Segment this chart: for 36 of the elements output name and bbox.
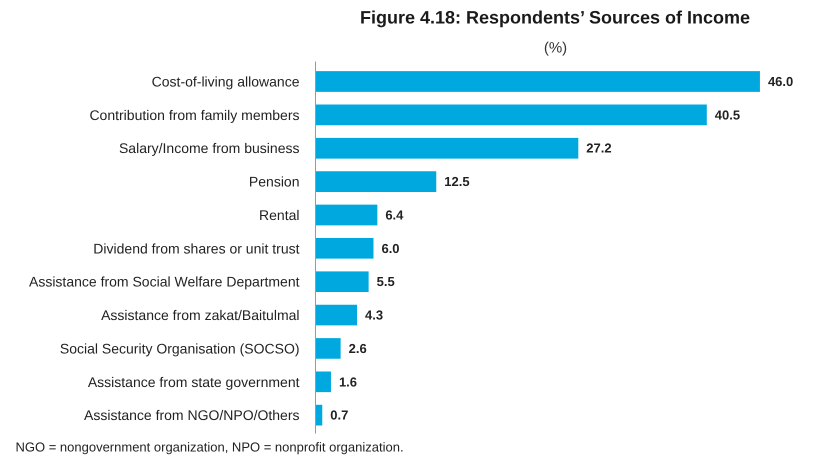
bar <box>316 104 707 126</box>
data-label: 1.6 <box>338 374 358 390</box>
data-label: 12.5 <box>444 174 470 190</box>
y-tick-label: Assistance from zakat/Baitulmal <box>101 307 300 324</box>
data-label: 6.0 <box>381 240 400 256</box>
y-tick-label: Cost-of-living allowance <box>152 74 300 90</box>
y-tick-label: Rental <box>259 206 300 223</box>
data-label: 40.5 <box>714 107 740 122</box>
bar <box>316 271 369 292</box>
bar <box>316 304 358 326</box>
chart-title: Figure 4.18: Respondents’ Sources of Income <box>360 8 750 28</box>
y-tick-label: Social Security Organisation (SOCSO) <box>60 340 300 356</box>
bar <box>316 371 331 392</box>
data-label: 5.5 <box>376 274 395 290</box>
y-tick-label: Dividend from shares or unit trust <box>93 240 300 256</box>
bar <box>316 238 374 259</box>
bar <box>316 204 378 226</box>
y-tick-label: Pension <box>248 174 300 190</box>
y-tick-label: Assistance from NGO/NPO/Others <box>84 407 300 424</box>
bar <box>316 404 322 426</box>
bar <box>316 171 436 192</box>
data-label: 4.3 <box>365 308 384 323</box>
text: NGO = nongovernment organization, NPO = nonprofit organization. <box>16 440 404 454</box>
bar <box>316 338 341 359</box>
bar <box>316 138 578 159</box>
data-label: 0.7 <box>330 408 348 423</box>
data-label: 2.6 <box>348 340 367 356</box>
bar <box>316 71 760 92</box>
data-label: 46.0 <box>768 74 794 90</box>
y-tick-label: Assistance from state government <box>88 374 300 390</box>
data-label: 6.4 <box>385 207 404 222</box>
data-label: 27.2 <box>586 140 612 156</box>
y-tick-label: Salary/Income from business <box>118 140 300 156</box>
y-tick-label: Assistance from Social Welfare Department <box>28 274 300 290</box>
y-tick-label: Contribution from family members <box>89 106 300 123</box>
chart-subtitle: (%) <box>544 40 568 56</box>
